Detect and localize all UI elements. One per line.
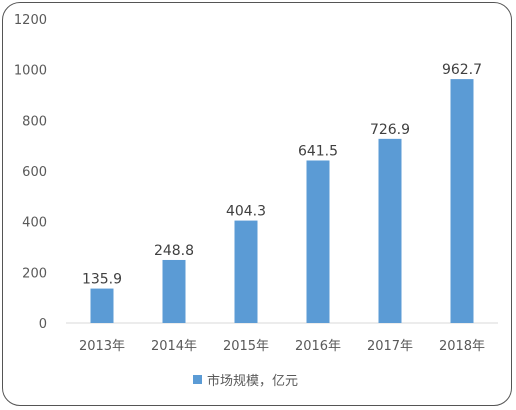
chart-frame	[2, 2, 512, 406]
legend: 市场规模，亿元	[193, 373, 298, 389]
legend-label: 市场规模，亿元	[207, 373, 298, 389]
x-tick-label: 2013年	[79, 339, 125, 354]
bar	[234, 220, 258, 323]
data-label: 248.8	[154, 243, 194, 259]
data-label: 726.9	[370, 122, 410, 138]
y-tick-label: 400	[22, 216, 47, 231]
x-tick-label: 2018年	[439, 339, 485, 354]
x-tick-label: 2016年	[295, 339, 341, 354]
y-tick-label: 800	[22, 114, 47, 129]
legend-swatch	[193, 375, 202, 384]
y-tick-label: 600	[22, 165, 47, 180]
x-tick-label: 2017年	[367, 339, 413, 354]
y-tick-label: 1000	[14, 64, 47, 79]
bar	[450, 79, 474, 323]
x-tick-label: 2015年	[223, 339, 269, 354]
data-label: 962.7	[442, 62, 482, 78]
y-tick-label: 0	[39, 317, 47, 332]
bar	[90, 288, 114, 323]
bar	[162, 259, 186, 323]
data-label: 404.3	[226, 204, 266, 220]
x-tick-label: 2014年	[151, 339, 197, 354]
data-labels-group: 135.9 248.8 404.3 641.5 726.9 962.7	[82, 62, 482, 287]
y-tick-label: 1200	[14, 13, 47, 28]
data-label: 641.5	[298, 143, 338, 159]
bar	[306, 160, 330, 323]
x-axis-labels: 2013年 2014年 2015年 2016年 2017年 2018年	[79, 339, 485, 354]
y-axis-ticks: 0 200 400 600 800 1000 1200	[14, 13, 47, 332]
bars-group	[90, 79, 474, 323]
data-label: 135.9	[82, 272, 122, 288]
y-tick-label: 200	[22, 266, 47, 281]
bar	[378, 138, 402, 323]
